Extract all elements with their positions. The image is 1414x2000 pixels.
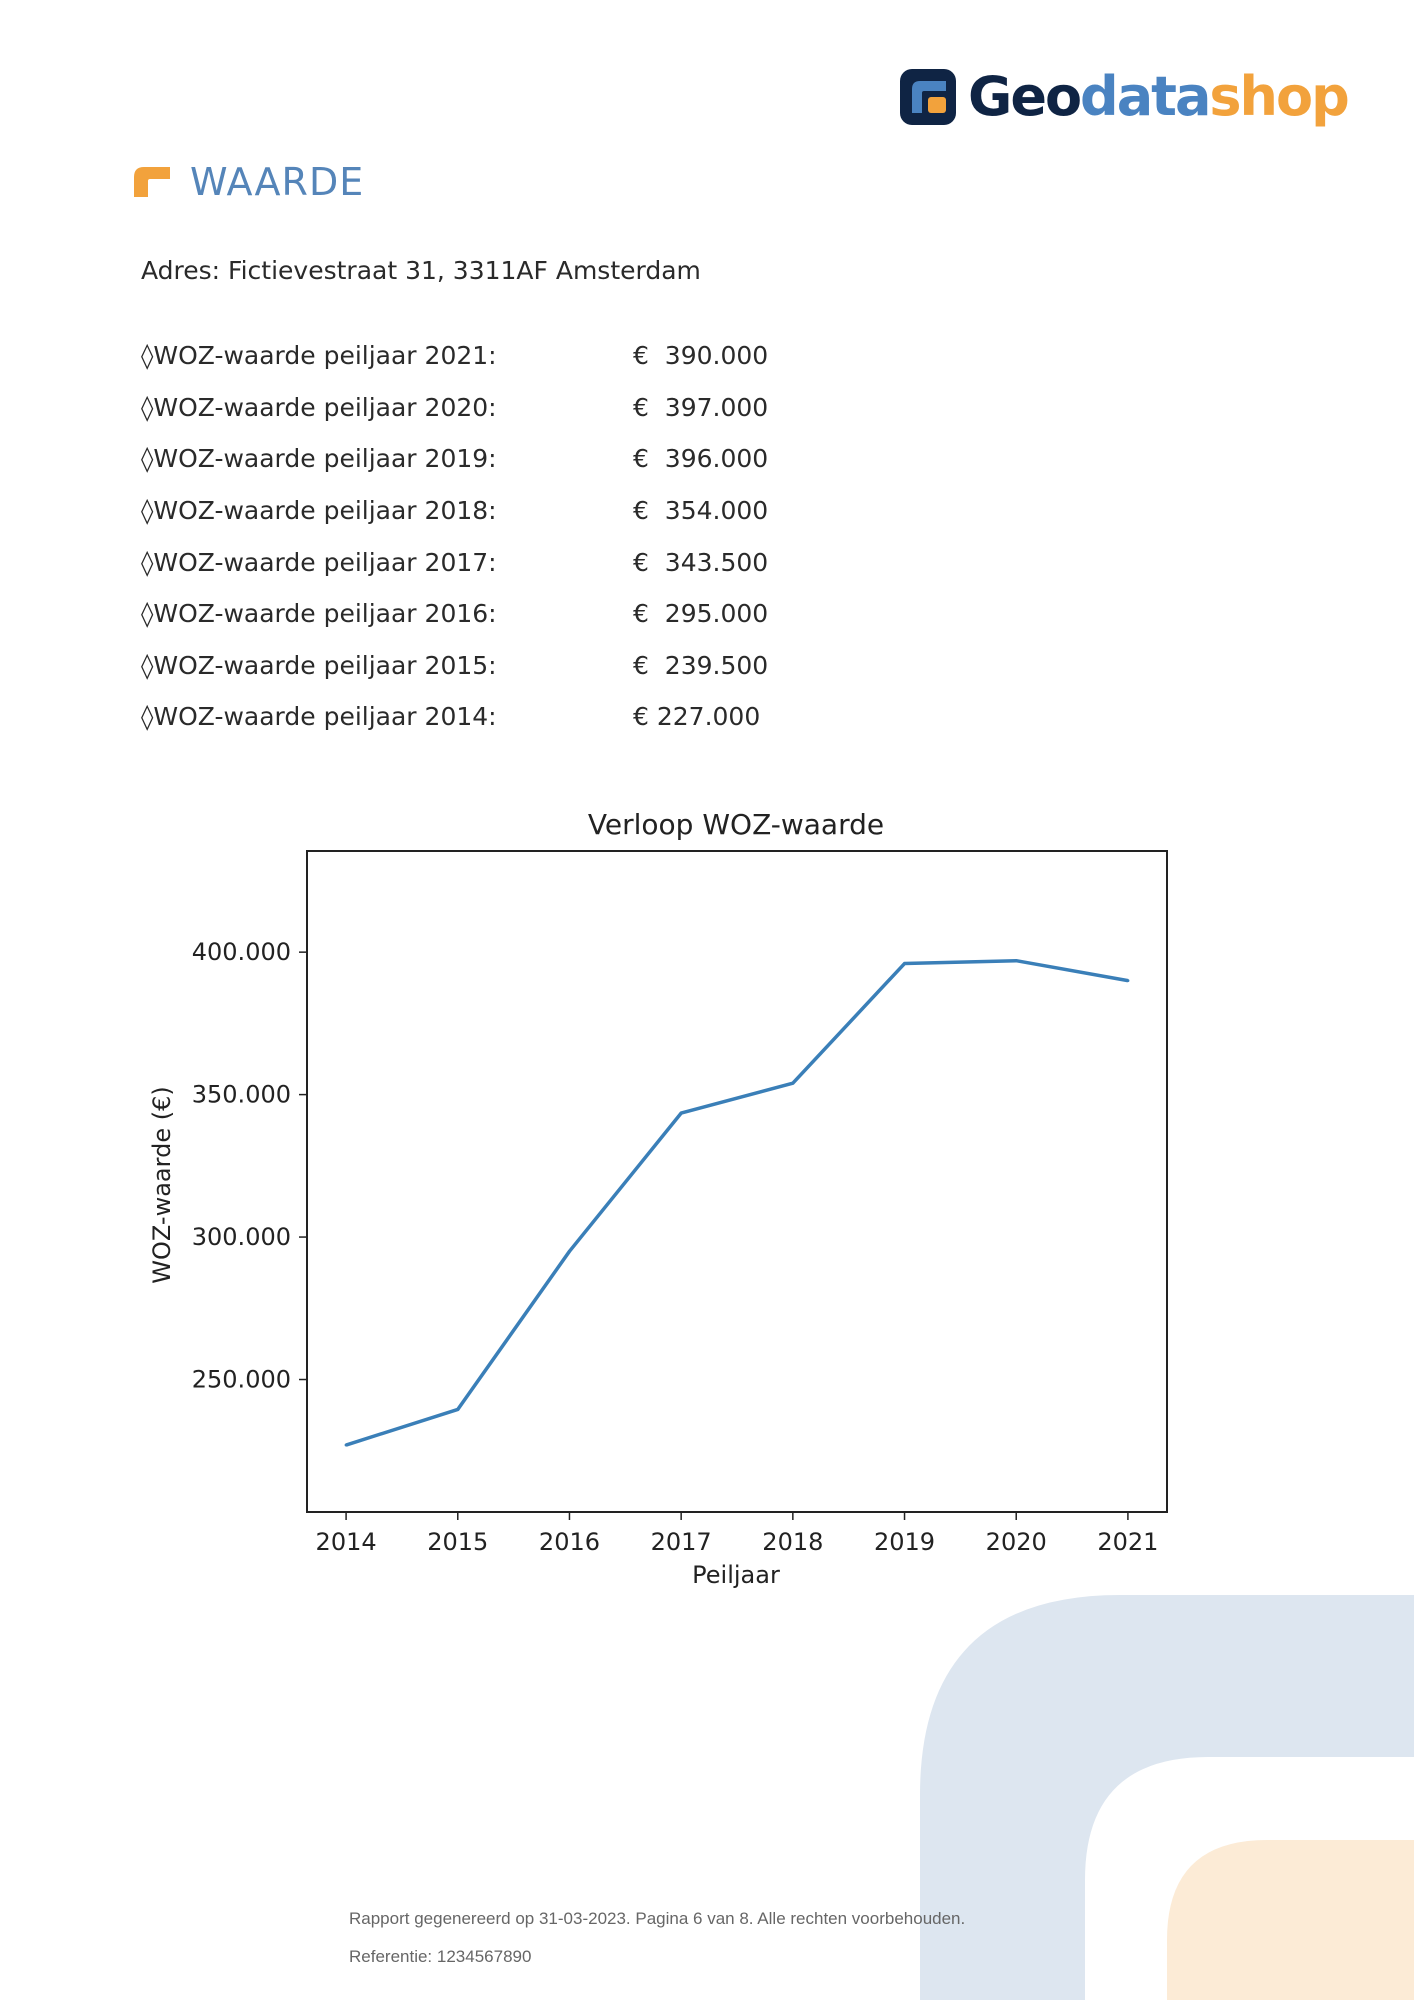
woz-row: ◊WOZ-waarde peiljaar 2017: € 343.500	[141, 536, 821, 588]
logo-wordmark: Geodatashop	[968, 70, 1350, 124]
woz-row: ◊WOZ-waarde peiljaar 2021: € 390.000	[141, 330, 821, 382]
data-point	[791, 1081, 795, 1085]
chart-title: Verloop WOZ-waarde	[588, 808, 884, 841]
chart-x-axis-label: Peiljaar	[692, 1561, 780, 1589]
data-point	[567, 1249, 571, 1253]
orange-corner-icon	[134, 167, 170, 197]
woz-row-label: ◊WOZ-waarde peiljaar 2015:	[141, 650, 497, 680]
x-tick-label: 2015	[427, 1528, 488, 1556]
woz-row-value: € 396.000	[633, 444, 769, 474]
chart-series-line	[345, 958, 1129, 1447]
geodatashop-logo: Geodatashop	[900, 66, 1350, 128]
y-tick-label: 350.000	[192, 1081, 291, 1109]
footer-generated-text: Rapport gegenereerd op 31-03-2023. Pagin…	[349, 1909, 966, 1928]
woz-row: ◊WOZ-waarde peiljaar 2020: € 397.000	[141, 382, 821, 434]
x-tick-label: 2017	[651, 1528, 712, 1556]
logo-text-shop: shop	[1209, 65, 1349, 128]
woz-row-label: ◊WOZ-waarde peiljaar 2016:	[141, 599, 497, 629]
address-text: Adres: Fictievestraat 31, 3311AF Amsterd…	[141, 256, 701, 285]
y-tick-label: 300.000	[192, 1223, 291, 1251]
logo-mark-icon	[900, 69, 956, 125]
woz-row-value: € 239.500	[633, 650, 769, 680]
data-point	[1126, 979, 1130, 983]
x-tick-label: 2018	[762, 1528, 823, 1556]
woz-row-value: € 354.000	[633, 496, 769, 526]
data-point	[679, 1111, 683, 1115]
data-point	[903, 962, 907, 966]
chart-y-axis-label: WOZ-waarde (€)	[148, 1086, 176, 1283]
logo-text-data: data	[1080, 65, 1211, 128]
woz-row: ◊WOZ-waarde peiljaar 2016: € 295.000	[141, 588, 821, 640]
woz-value-list: ◊WOZ-waarde peiljaar 2021: € 390.000 ◊WOZ-…	[141, 330, 821, 743]
woz-row: ◊WOZ-waarde peiljaar 2015: € 239.500	[141, 640, 821, 692]
x-tick-label: 2020	[986, 1528, 1047, 1556]
woz-row: ◊WOZ-waarde peiljaar 2019: € 396.000	[141, 433, 821, 485]
woz-row-value: € 227.000	[633, 702, 761, 732]
x-tick-label: 2016	[539, 1528, 600, 1556]
woz-row-value: € 295.000	[633, 599, 769, 629]
logo-text-geo: Geo	[968, 65, 1082, 128]
woz-row: ◊WOZ-waarde peiljaar 2014: € 227.000	[141, 691, 821, 743]
data-point	[1014, 959, 1018, 963]
x-tick-label: 2021	[1097, 1528, 1158, 1556]
chart-plot-frame	[306, 850, 1168, 1513]
woz-row-value: € 343.500	[633, 547, 769, 577]
woz-line-chart: Verloop WOZ-waarde WOZ-waarde (€) Peilja…	[148, 808, 1168, 1589]
woz-row-value: € 397.000	[633, 392, 769, 422]
section-heading: WAARDE	[134, 160, 364, 204]
woz-row: ◊WOZ-waarde peiljaar 2018: € 354.000	[141, 485, 821, 537]
woz-row-label: ◊WOZ-waarde peiljaar 2014:	[141, 702, 497, 732]
footer-reference-text: Referentie: 1234567890	[349, 1947, 532, 1966]
x-tick-label: 2019	[874, 1528, 935, 1556]
page-footer: Rapport gegenereerd op 31-03-2023. Pagin…	[349, 1900, 965, 1976]
data-point	[344, 1443, 348, 1447]
woz-row-value: € 390.000	[633, 341, 769, 371]
woz-row-label: ◊WOZ-waarde peiljaar 2021:	[141, 341, 497, 371]
chart-ticks: 2014 2015 2016 2017 2018 2019 2020 2021 250.000 3…	[192, 938, 1159, 1556]
y-tick-label: 250.000	[192, 1366, 291, 1394]
section-title: WAARDE	[190, 160, 365, 204]
woz-row-label: ◊WOZ-waarde peiljaar 2018:	[141, 496, 497, 526]
woz-row-label: ◊WOZ-waarde peiljaar 2020:	[141, 392, 497, 422]
woz-row-label: ◊WOZ-waarde peiljaar 2017:	[141, 547, 497, 577]
y-tick-label: 400.000	[192, 938, 291, 966]
woz-row-label: ◊WOZ-waarde peiljaar 2019:	[141, 444, 497, 474]
data-point	[456, 1407, 460, 1411]
x-tick-label: 2014	[316, 1528, 377, 1556]
